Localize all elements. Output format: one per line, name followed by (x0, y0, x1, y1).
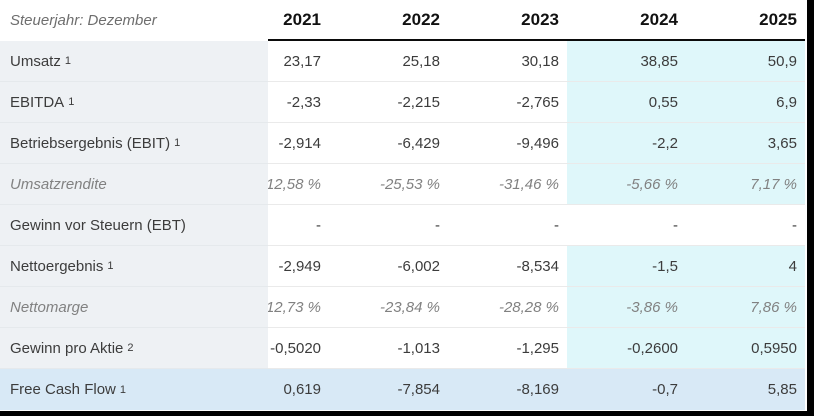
row-label-text: Gewinn pro Aktie (10, 339, 124, 357)
footnote-marker: 1 (64, 55, 71, 67)
cell: -0,5020 (270, 339, 321, 357)
row-label-nettomarge: Nettomarge (0, 287, 268, 328)
row-label-ebt: Gewinn vor Steuern (EBT) (0, 205, 268, 246)
cell: - (316, 216, 321, 234)
year-header: 2024 (640, 9, 678, 29)
table-row-umsatzrendite: -12,58 % -25,53 % -31,46 % -5,66 % 7,17 … (210, 164, 805, 205)
year-header-row: 2021 2022 2023 2024 2025 (210, 0, 805, 41)
footnote-marker: 1 (68, 96, 75, 108)
cell: -23,84 % (379, 298, 440, 316)
footnote-marker: 2 (127, 342, 134, 354)
cell: -0,7 (652, 381, 678, 398)
cell: - (792, 216, 797, 234)
year-header: 2025 (759, 9, 797, 29)
cell-forecast: 0,5950 (686, 328, 805, 368)
row-label-text: Nettomarge (10, 298, 89, 316)
cell: -12,58 % (260, 175, 321, 193)
row-label-text: Umsatz (10, 52, 61, 70)
table-row-gewinn-pro-aktie: -0,5020 -1,013 -1,295 -0,2600 0,5950 (210, 328, 805, 369)
table-title-text: Steuerjahr: Dezember (10, 12, 157, 29)
cell-forecast: 6,9 (686, 82, 805, 122)
cell-forecast: 7,17 % (686, 164, 805, 204)
cell: 25,18 (402, 52, 440, 70)
cell: -28,28 % (498, 298, 559, 316)
cell-forecast: 7,86 % (686, 287, 805, 327)
cell: -1,013 (397, 339, 440, 357)
table-scroll-viewport[interactable]: 2021 2022 2023 2024 2025 23,17 25,18 30,… (0, 0, 807, 411)
cell-forecast: -3,86 % (567, 287, 686, 327)
table-title: Steuerjahr: Dezember (0, 0, 268, 41)
row-label-ebitda: EBITDA 1 (0, 82, 268, 123)
cell: 30,18 (521, 52, 559, 70)
cell-forecast: -5,66 % (567, 164, 686, 204)
year-header: 2022 (402, 9, 440, 29)
table-row-ebt: - - - - - (210, 205, 805, 246)
year-header: 2021 (283, 9, 321, 29)
label-column: Steuerjahr: Dezember Umsatz 1 EBITDA 1 Bet… (0, 0, 268, 410)
frame-border-right (807, 0, 814, 416)
cell: -8,534 (516, 257, 559, 275)
cell: -12,73 % (260, 298, 321, 316)
row-label-text: Betriebsergebnis (EBIT) (10, 134, 171, 152)
cell-forecast: 4 (686, 246, 805, 286)
cell: -2,765 (516, 93, 559, 111)
cell-forecast: -1,5 (567, 246, 686, 286)
cell-forecast: 3,65 (686, 123, 805, 163)
footnote-marker: 1 (119, 383, 126, 396)
cell: -2,215 (397, 93, 440, 111)
cell: 0,619 (283, 381, 321, 398)
cell-forecast: -0,2600 (567, 328, 686, 368)
cell: -2,33 (286, 93, 321, 111)
row-label-free-cash-flow: Free Cash Flow 1 (0, 369, 268, 410)
row-label-text: Gewinn vor Steuern (EBT) (10, 216, 186, 234)
cell: -25,53 % (379, 175, 440, 193)
row-label-text: Umsatzrendite (10, 175, 107, 193)
cell: - (673, 216, 678, 234)
cell: -1,295 (516, 339, 559, 357)
row-label-nettoergebnis: Nettoergebnis 1 (0, 246, 268, 287)
cell: -2,914 (278, 134, 321, 152)
cell: 23,17 (283, 52, 321, 70)
cell: -31,46 % (498, 175, 559, 193)
footnote-marker: 1 (107, 260, 114, 272)
table-row-nettomarge: -12,73 % -23,84 % -28,28 % -3,86 % 7,86 … (210, 287, 805, 328)
row-label-text: Free Cash Flow (10, 381, 116, 398)
cell-forecast: 38,85 (567, 41, 686, 81)
row-label-text: EBITDA (10, 93, 65, 111)
row-label-text: Nettoergebnis (10, 257, 104, 275)
frame-border-bottom (0, 411, 814, 416)
row-label-gewinn-pro-aktie: Gewinn pro Aktie 2 (0, 328, 268, 369)
cell: -6,429 (397, 134, 440, 152)
table-row-umsatz: 23,17 25,18 30,18 38,85 50,9 (210, 41, 805, 82)
numeric-columns: 2021 2022 2023 2024 2025 23,17 25,18 30,… (210, 0, 805, 410)
cell: -6,002 (397, 257, 440, 275)
cell: -8,169 (516, 381, 559, 398)
cell: -7,854 (397, 381, 440, 398)
row-label-ebit: Betriebsergebnis (EBIT) 1 (0, 123, 268, 164)
row-label-umsatz: Umsatz 1 (0, 41, 268, 82)
table-row-nettoergebnis: -2,949 -6,002 -8,534 -1,5 4 (210, 246, 805, 287)
cell: 5,85 (767, 381, 797, 398)
cell: -9,496 (516, 134, 559, 152)
table-row-free-cash-flow: 0,619 -7,854 -8,169 -0,7 5,85 (210, 369, 805, 410)
cell-forecast: 50,9 (686, 41, 805, 81)
cell: - (554, 216, 559, 234)
cell-forecast: -2,2 (567, 123, 686, 163)
year-header: 2023 (521, 9, 559, 29)
table-row-ebitda: -2,33 -2,215 -2,765 0,55 6,9 (210, 82, 805, 123)
cell: -2,949 (278, 257, 321, 275)
cell: - (435, 216, 440, 234)
row-label-umsatzrendite: Umsatzrendite (0, 164, 268, 205)
footnote-marker: 1 (174, 137, 181, 149)
table-row-ebit: -2,914 -6,429 -9,496 -2,2 3,65 (210, 123, 805, 164)
cell-forecast: 0,55 (567, 82, 686, 122)
